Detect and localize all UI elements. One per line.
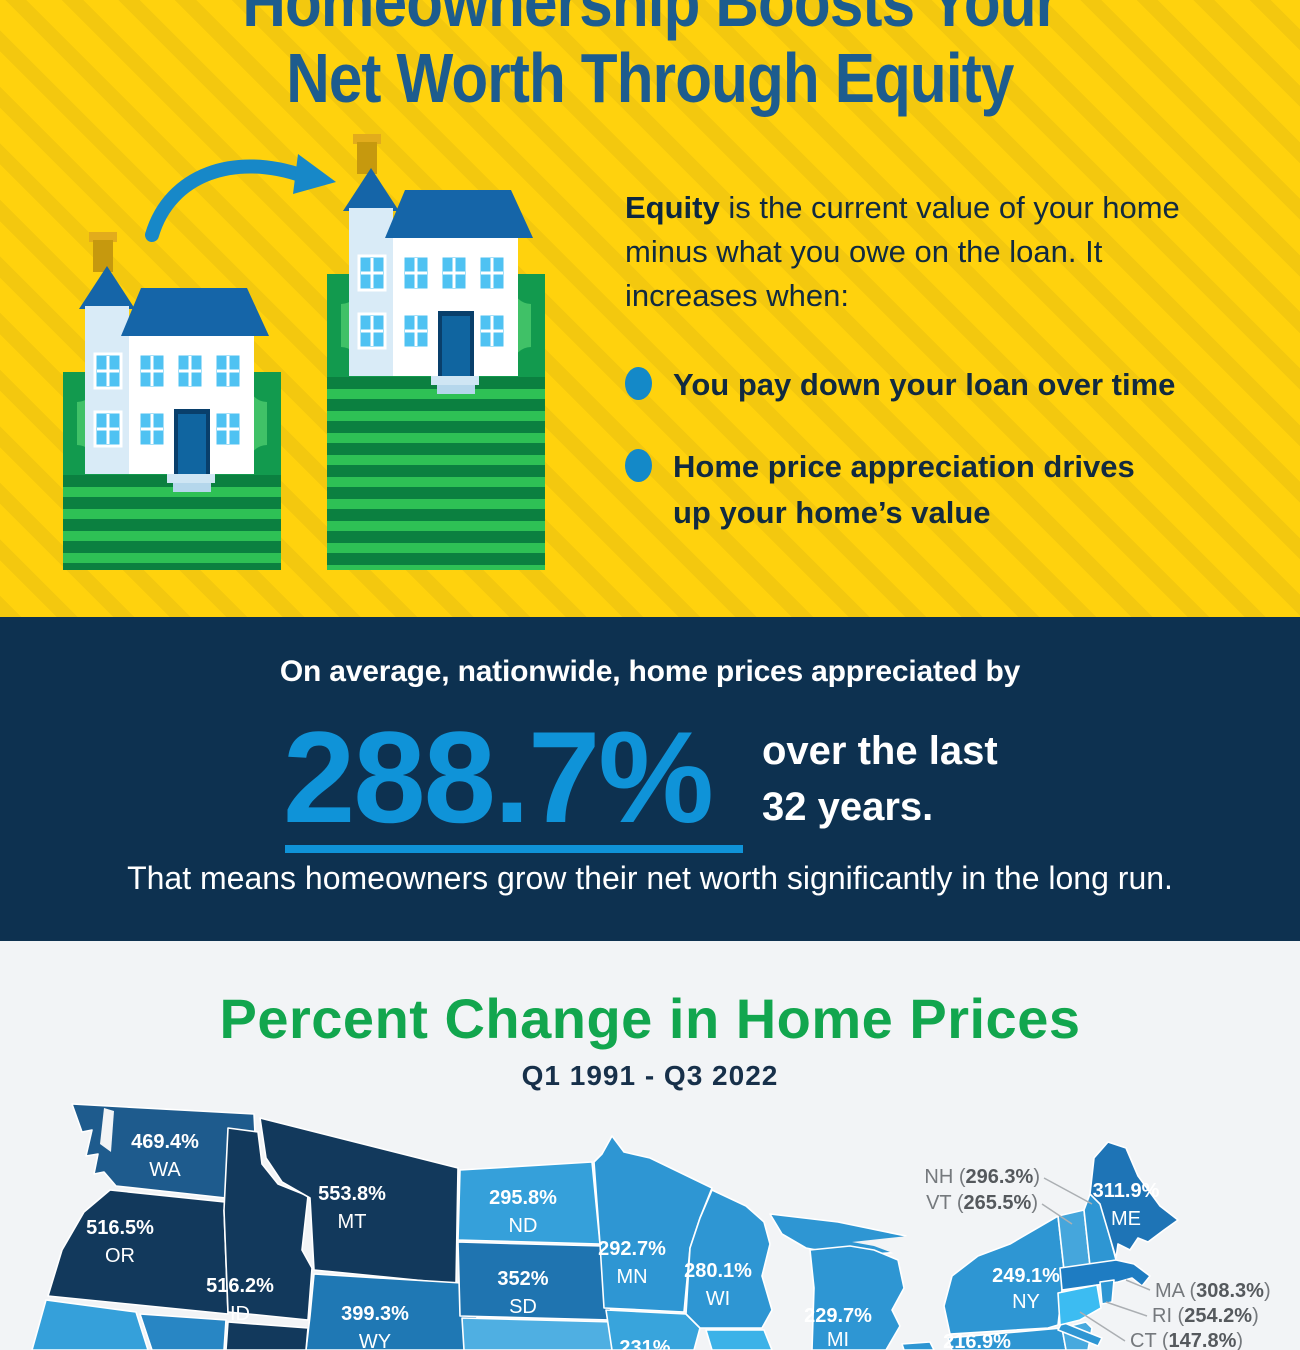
callout-line-ri <box>1105 1301 1148 1317</box>
state-nv <box>139 1313 227 1350</box>
label-wy-abbr: WY <box>359 1331 391 1350</box>
equity-bullet-1: You pay down your loan over time <box>625 362 1175 408</box>
label-pa-value: 216.9% <box>943 1331 1011 1350</box>
label-ia-value: 231% <box>619 1337 670 1350</box>
callout-line-vt <box>1041 1203 1073 1225</box>
us-choropleth-map: 469.4% WA 516.5% OR 553.8% MT 516.2% ID … <box>31 1103 1271 1350</box>
state-id <box>223 1127 313 1321</box>
state-ne <box>461 1317 619 1350</box>
map-subtitle: Q1 1991 - Q3 2022 <box>521 1060 779 1091</box>
label-mi-abbr: MI <box>827 1329 849 1350</box>
bullet-2-line2: up your home’s value <box>673 495 991 530</box>
stat-suffix: over the last 32 years. <box>762 723 998 835</box>
lake-erie <box>914 1304 954 1342</box>
label-nd-value: 295.8% <box>489 1187 557 1209</box>
label-ny-abbr: NY <box>1012 1291 1040 1313</box>
stat-underline <box>285 845 743 853</box>
stat-band-section: On average, nationwide, home prices appr… <box>0 617 1300 941</box>
bullet-dot-icon <box>625 449 652 482</box>
callout-line-nh <box>1043 1177 1093 1205</box>
label-mi-value: 229.7% <box>804 1305 872 1327</box>
label-sd-abbr: SD <box>509 1296 537 1318</box>
label-wy-value: 399.3% <box>341 1303 409 1325</box>
label-sd-value: 352% <box>497 1268 548 1290</box>
bullet-1-text: You pay down your loan over time <box>673 367 1176 402</box>
label-nd-abbr: ND <box>509 1215 538 1237</box>
page-title-line2: Net Worth Through Equity <box>286 39 1014 117</box>
long-island <box>1057 1321 1103 1347</box>
state-pa <box>947 1327 1067 1350</box>
callout-ma: MA (308.3%) <box>1155 1280 1271 1302</box>
stat-footnote: That means homeowners grow their net wor… <box>127 860 1173 896</box>
equity-definition-text: is the current value of your home minus … <box>625 190 1180 313</box>
label-mt-value: 553.8% <box>318 1183 386 1205</box>
label-wi-value: 280.1% <box>684 1260 752 1282</box>
house-small <box>79 232 269 492</box>
label-wa-abbr: WA <box>149 1159 181 1181</box>
state-wy <box>305 1273 479 1350</box>
state-il <box>705 1329 773 1350</box>
callout-ri: RI (254.2%) <box>1152 1305 1259 1327</box>
label-mn-value: 292.7% <box>598 1238 666 1260</box>
state-ut <box>225 1321 309 1350</box>
page-title: Homeownership Boosts Your Net Worth Thro… <box>0 0 1300 116</box>
label-or-value: 516.5% <box>86 1217 154 1239</box>
label-or-abbr: OR <box>105 1245 135 1267</box>
stat-suffix-line1: over the last <box>762 729 998 773</box>
lake-huron <box>852 1236 962 1284</box>
label-me-abbr: ME <box>1111 1208 1141 1230</box>
state-me <box>1089 1141 1179 1259</box>
label-wi-abbr: WI <box>706 1288 730 1310</box>
growth-arrow-icon <box>145 154 336 242</box>
equity-term: Equity <box>625 190 720 225</box>
lake-superior <box>624 1136 910 1232</box>
state-wi <box>685 1189 773 1329</box>
state-ia <box>605 1309 701 1350</box>
stat-big-number: 288.7% <box>283 704 714 850</box>
label-id-abbr: ID <box>230 1303 250 1325</box>
bullet-dot-icon <box>625 367 652 400</box>
bullet-2-text: Home price appreciation drives up your h… <box>673 444 1135 536</box>
map-section: Percent Change in Home Prices Q1 1991 - … <box>0 941 1300 1350</box>
state-oh <box>901 1341 935 1350</box>
state-ca <box>31 1299 149 1350</box>
callout-nh: NH (296.3%) <box>924 1166 1040 1188</box>
puget-sound <box>100 1108 114 1152</box>
house-equity-illustration <box>63 132 545 570</box>
label-id-value: 516.2% <box>206 1275 274 1297</box>
equity-bullet-2: Home price appreciation drives up your h… <box>625 444 1135 536</box>
callout-line-ma <box>1125 1279 1151 1291</box>
callout-vt: VT (265.5%) <box>926 1192 1038 1214</box>
map-title: Percent Change in Home Prices <box>219 987 1081 1050</box>
state-ri <box>1099 1279 1115 1305</box>
stat-suffix-line2: 32 years. <box>762 785 934 829</box>
state-mt <box>259 1117 459 1285</box>
callout-line-ct <box>1079 1311 1126 1342</box>
hero-section: Homeownership Boosts Your Net Worth Thro… <box>0 0 1300 617</box>
state-mi <box>809 1245 905 1350</box>
label-ny-value: 249.1% <box>992 1265 1060 1287</box>
label-mt-abbr: MT <box>338 1211 367 1233</box>
house-large <box>343 134 533 394</box>
callout-ct: CT (147.8%) <box>1130 1330 1243 1350</box>
equity-definition: Equity is the current value of your home… <box>625 186 1185 318</box>
page-title-line1: Homeownership Boosts Your <box>242 0 1059 41</box>
label-wa-value: 469.4% <box>131 1131 199 1153</box>
label-me-value: 311.9% <box>1093 1180 1160 1202</box>
lake-michigan <box>768 1226 814 1350</box>
state-ct <box>1057 1284 1102 1326</box>
label-mn-abbr: MN <box>616 1266 647 1288</box>
bullet-2-line1: Home price appreciation drives <box>673 449 1135 484</box>
stat-lead-text: On average, nationwide, home prices appr… <box>279 655 1021 688</box>
